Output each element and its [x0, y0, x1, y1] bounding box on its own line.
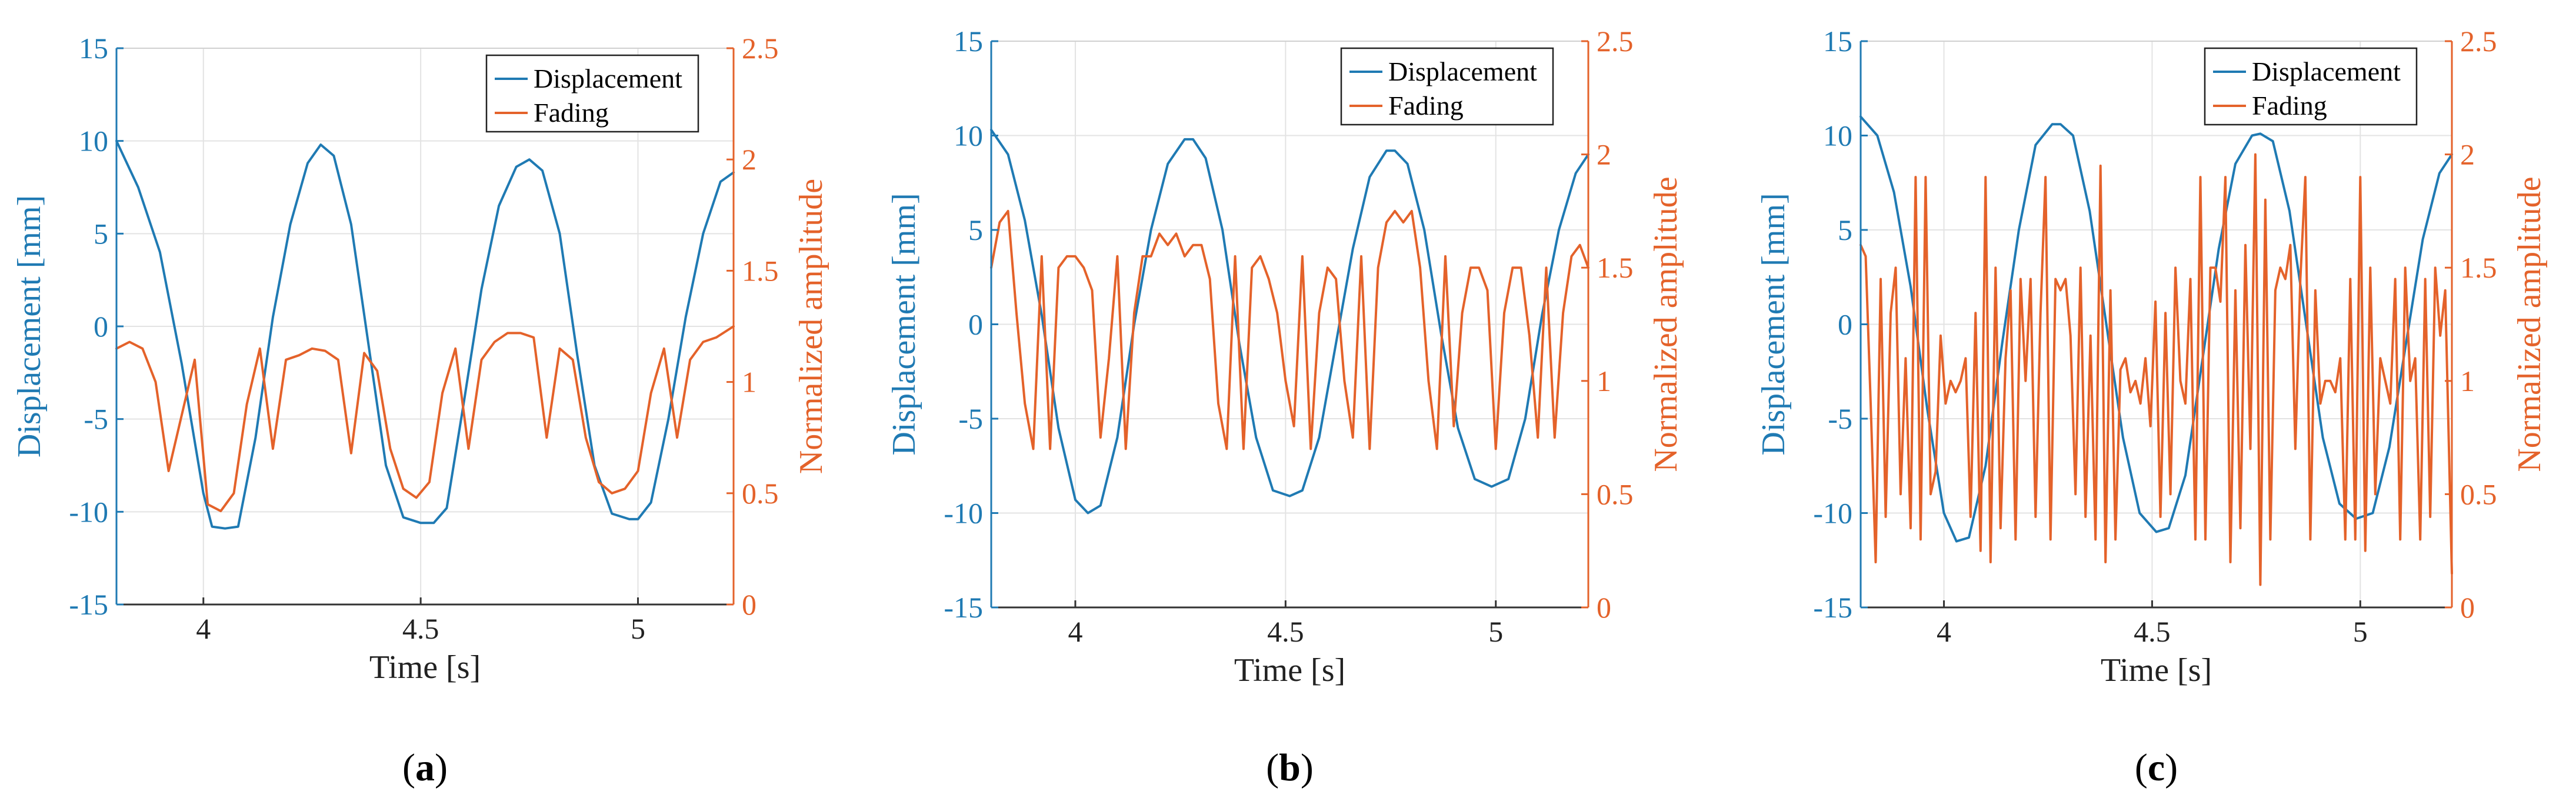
fading-line — [990, 209, 1589, 450]
y-tick-label-right: 0 — [1597, 591, 1611, 624]
y-tick-label-right: 2.5 — [2460, 25, 2497, 58]
y-tick-label-left: -15 — [69, 588, 108, 621]
y-tick-label-left: -15 — [944, 591, 983, 624]
panel-label: (a) — [402, 746, 448, 789]
y-tick-label-left: 5 — [968, 213, 983, 246]
y-tick-label-right: 2.5 — [742, 32, 779, 65]
y-tick-label-right: 2.5 — [1597, 25, 1634, 58]
y-tick-label-left: 10 — [79, 125, 108, 158]
x-tick-label: 5 — [1488, 615, 1503, 648]
y-tick-label-right: 2 — [742, 143, 757, 176]
y-tick-label-right: 1.5 — [1597, 251, 1634, 284]
x-axis-label: Time [s] — [2101, 652, 2212, 689]
y-tick-label-right: 1 — [742, 366, 757, 399]
legend-box — [485, 54, 699, 133]
y-axis-label-left: Displacement [mm] — [11, 195, 48, 457]
legend-box — [2204, 47, 2418, 126]
y-axis-label-right: Normalized amplitude — [1648, 176, 1684, 472]
y-axis-label-right: Normalized amplitude — [2511, 176, 2548, 472]
chart-panel-a: 4 4.5 5 -15 -10 -5 0 5 10 15 0 0.5 1 1.5 2 2.5 Time [s] D… — [11, 32, 829, 789]
y-axis-label-left: Displacement [mm] — [1755, 193, 1792, 455]
x-tick-label: 4.5 — [2134, 615, 2171, 648]
y-tick-label-right: 0 — [742, 588, 757, 621]
y-axis-label-right: Normalized amplitude — [793, 179, 829, 474]
y-tick-label-right: 1.5 — [742, 254, 779, 287]
y-tick-label-right: 0.5 — [742, 477, 779, 510]
legend-label-displacement: Displacement — [1388, 56, 1537, 86]
legend: Displacement Fading — [485, 54, 699, 133]
x-axis-label: Time [s] — [1234, 652, 1345, 689]
y-tick-label-left: 5 — [94, 217, 108, 250]
y-tick-label-left: -5 — [84, 403, 108, 436]
y-tick-label-left: -10 — [944, 497, 983, 530]
x-axis-label: Time [s] — [369, 649, 481, 686]
x-tick-label: 5 — [2353, 615, 2368, 648]
y-tick-label-right: 2 — [2460, 138, 2475, 171]
legend: Displacement Fading — [2204, 47, 2418, 126]
legend-label-displacement: Displacement — [534, 64, 682, 93]
y-tick-label-right: 2 — [1597, 138, 1611, 171]
y-tick-label-left: 15 — [1823, 25, 1852, 58]
y-tick-label-left: -5 — [958, 402, 983, 435]
y-tick-label-left: -10 — [1813, 497, 1852, 530]
y-tick-label-left: 15 — [79, 32, 108, 65]
y-tick-label-left: 10 — [1823, 119, 1852, 152]
y-tick-label-left: -10 — [69, 495, 108, 528]
panel-label: (c) — [2135, 746, 2178, 789]
legend-label-fading: Fading — [2252, 91, 2327, 121]
displacement-line — [1859, 115, 2453, 543]
x-tick-label: 4 — [1937, 615, 1951, 648]
fading-line — [115, 325, 735, 513]
y-tick-label-right: 0.5 — [1597, 477, 1634, 510]
y-tick-label-left: 5 — [1838, 213, 1852, 246]
legend-label-fading: Fading — [534, 98, 609, 128]
fading-line — [1859, 153, 2453, 586]
y-tick-label-left: 10 — [954, 119, 983, 152]
y-tick-label-right: 1.5 — [2460, 251, 2497, 284]
legend: Displacement Fading — [1340, 47, 1554, 126]
y-tick-label-left: -15 — [1813, 591, 1852, 624]
y-tick-label-right: 1 — [1597, 365, 1611, 398]
chart-panel-c: 4 4.5 5 -15 -10 -5 0 5 10 15 0 0.5 1 1.5 2 2.5 Time [s] D… — [1755, 25, 2548, 789]
y-tick-label-left: 15 — [954, 25, 983, 58]
displacement-line — [990, 128, 1589, 515]
x-tick-label: 4.5 — [402, 612, 439, 645]
y-tick-label-right: 0.5 — [2460, 477, 2497, 510]
legend-box — [1340, 47, 1554, 126]
y-axis-label-left: Displacement [mm] — [886, 193, 922, 455]
y-tick-label-right: 1 — [2460, 365, 2475, 398]
chart-panel-b: 4 4.5 5 -15 -10 -5 0 5 10 15 0 0.5 1 1.5 2 2.5 Time [s] D… — [886, 25, 1684, 789]
displacement-line — [115, 139, 735, 530]
y-tick-label-left: 0 — [1838, 308, 1852, 341]
y-tick-label-left: 0 — [968, 308, 983, 341]
legend-label-fading: Fading — [1388, 91, 1464, 121]
y-tick-label-left: -5 — [1828, 402, 1852, 435]
x-tick-label: 4.5 — [1267, 615, 1304, 648]
x-tick-label: 4 — [1068, 615, 1082, 648]
y-tick-label-left: 0 — [94, 310, 108, 343]
panel-label: (b) — [1266, 746, 1314, 789]
legend-label-displacement: Displacement — [2252, 56, 2401, 86]
y-tick-label-right: 0 — [2460, 591, 2475, 624]
x-tick-label: 4 — [196, 612, 211, 645]
x-tick-label: 5 — [631, 612, 645, 645]
